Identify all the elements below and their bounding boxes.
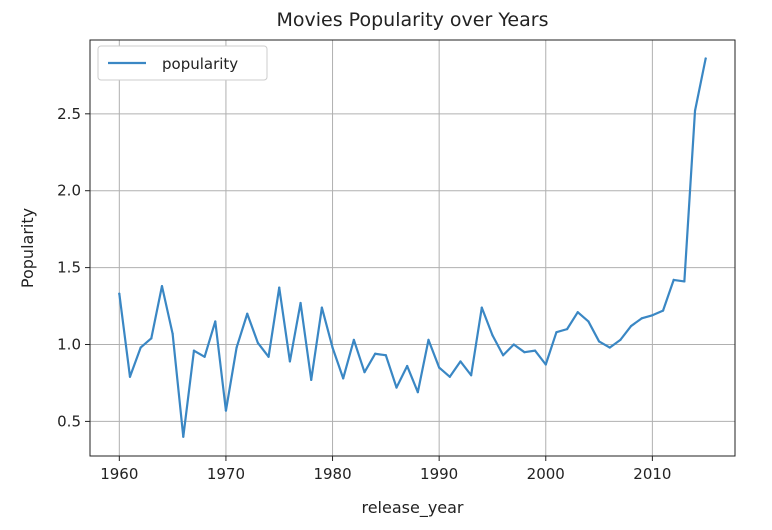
data-point xyxy=(544,363,547,366)
data-point xyxy=(150,337,153,340)
data-point xyxy=(160,284,164,288)
series-layer xyxy=(118,57,707,438)
data-point xyxy=(256,341,260,345)
data-point xyxy=(288,360,291,363)
data-point xyxy=(331,346,334,349)
data-point xyxy=(374,352,377,355)
data-point xyxy=(171,332,174,335)
data-point xyxy=(459,360,462,363)
data-point xyxy=(491,334,494,337)
data-point xyxy=(427,338,430,341)
legend: popularity xyxy=(97,45,268,81)
grid-lines xyxy=(90,40,735,456)
plot-area-frame xyxy=(89,39,736,457)
y-axis-label: Popularity xyxy=(18,208,37,288)
x-tick-label: 2010 xyxy=(633,465,671,483)
data-point xyxy=(704,57,707,60)
data-point xyxy=(523,351,526,354)
data-point xyxy=(310,378,313,381)
data-point xyxy=(608,346,611,349)
y-tick-label: 2.0 xyxy=(57,182,81,200)
data-point xyxy=(203,355,206,358)
data-point xyxy=(267,355,270,358)
data-point xyxy=(619,338,622,341)
data-point xyxy=(299,301,302,305)
y-tick-label: 2.5 xyxy=(57,105,81,123)
legend-box xyxy=(97,45,268,81)
data-point xyxy=(182,435,185,438)
data-point xyxy=(363,371,366,374)
x-tick-label: 1980 xyxy=(313,465,351,483)
data-point xyxy=(587,320,590,323)
data-point xyxy=(640,317,643,320)
data-point xyxy=(395,386,398,389)
data-point xyxy=(629,324,633,328)
data-point xyxy=(214,320,217,323)
data-point xyxy=(683,280,686,283)
data-point xyxy=(438,366,441,369)
data-point xyxy=(565,328,569,331)
data-point xyxy=(661,309,665,312)
x-axis-label: release_year xyxy=(361,498,463,518)
x-tick-label: 1960 xyxy=(100,465,138,483)
y-tick-label: 0.5 xyxy=(57,412,81,430)
data-point xyxy=(448,375,451,378)
data-point xyxy=(693,109,697,112)
data-point xyxy=(224,409,228,412)
data-point xyxy=(139,346,142,349)
data-point xyxy=(502,354,505,357)
x-tick-label: 1970 xyxy=(207,465,245,483)
data-point xyxy=(555,331,558,334)
chart-title: Movies Popularity over Years xyxy=(277,9,549,31)
data-point xyxy=(246,312,249,315)
data-point xyxy=(406,364,409,368)
axis-ticks: 1960 1970 1980 1990 2000 2010 0.5 1.0 1.5 2.0 2.5 xyxy=(57,105,671,483)
data-point xyxy=(597,340,601,343)
data-point xyxy=(342,377,345,380)
data-point xyxy=(192,349,196,352)
data-point xyxy=(384,354,387,357)
y-tick-label: 1.0 xyxy=(57,336,81,354)
data-point xyxy=(128,375,132,378)
data-point xyxy=(320,306,323,309)
data-point xyxy=(480,306,483,309)
data-point xyxy=(470,374,473,377)
data-point xyxy=(672,278,675,282)
data-point xyxy=(651,314,654,317)
data-point xyxy=(278,286,281,289)
data-point xyxy=(416,391,419,394)
y-tick-label: 1.5 xyxy=(57,259,81,277)
data-point xyxy=(576,311,579,314)
x-tick-label: 1990 xyxy=(420,465,458,483)
data-point xyxy=(534,349,537,352)
data-point xyxy=(118,292,121,295)
legend-label: popularity xyxy=(162,55,238,73)
series-line-popularity xyxy=(118,57,707,438)
data-point xyxy=(352,338,355,341)
data-point xyxy=(235,346,238,349)
x-tick-label: 2000 xyxy=(527,465,565,483)
data-point xyxy=(512,343,515,346)
